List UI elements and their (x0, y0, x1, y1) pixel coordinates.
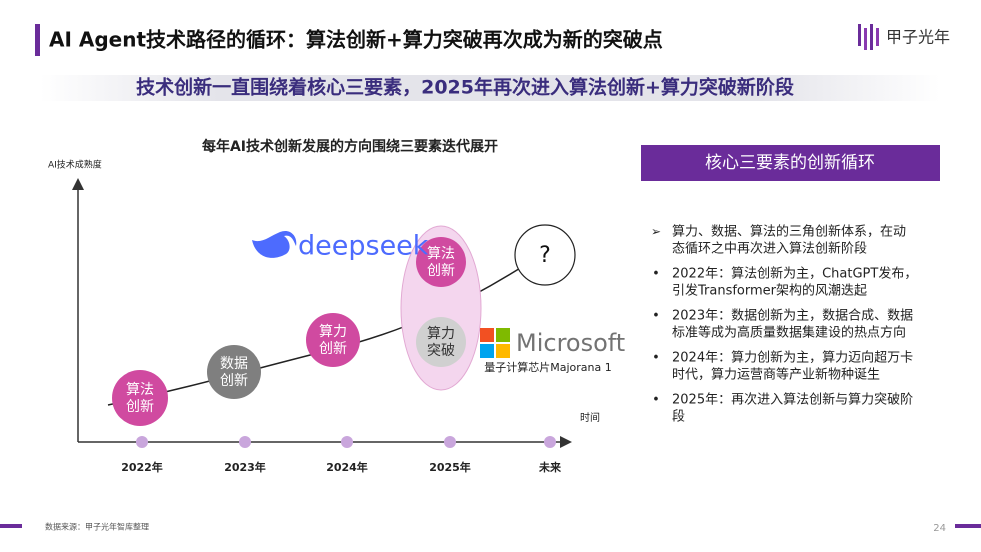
year-label: 2025年 (429, 460, 471, 474)
node-label: 创新 (427, 263, 455, 279)
bullet-text: 2025年：再次进入算法创新与算力突破阶 (672, 392, 913, 408)
bullet-marker: • (652, 267, 660, 282)
subtitle: 技术创新一直围绕着核心三要素，2025年再次进入算法创新+算力突破新阶段 (136, 76, 795, 99)
node-circle (112, 370, 168, 426)
node-label: 算法 (427, 246, 455, 262)
node-circle (416, 317, 466, 367)
y-axis-label: AI技术成熟度 (48, 159, 102, 171)
question-mark: ? (539, 243, 551, 268)
footer-bar (955, 524, 981, 528)
year-label: 2024年 (326, 460, 368, 474)
node-label: 数据 (220, 356, 248, 372)
diagram-title: 每年AI技术创新发展的方向围绕三要素迭代展开 (202, 138, 498, 155)
node-label: 算力 (319, 324, 347, 340)
logo-text: 甲子光年 (886, 28, 950, 47)
bullet-marker: • (652, 309, 660, 324)
title-bar (35, 24, 40, 56)
year-dot (239, 436, 251, 448)
bullet-text: 段 (672, 410, 685, 425)
year-dot (544, 436, 556, 448)
bullet-text: 态循环之中再次进入算法创新阶段 (672, 241, 867, 257)
microsoft-logo: Microsoft (480, 328, 625, 358)
year-dot (341, 436, 353, 448)
source: 数据来源：甲子光年智库整理 (45, 522, 149, 532)
deepseek-logo: deepseek (252, 231, 429, 262)
slide-title: AI Agent技术路径的循环：算法创新+算力突破再次成为新的突破点 (49, 28, 663, 52)
panel-title: 核心三要素的创新循环 (705, 153, 875, 173)
bullet-text: 时代，算力运营商等产业新物种诞生 (672, 367, 880, 383)
year-dot (444, 436, 456, 448)
bullet-text: 标准等成为高质量数据集建设的热点方向 (672, 325, 906, 341)
bullet-marker: • (652, 393, 660, 408)
node-label: 算力 (427, 326, 455, 342)
year-label: 2023年 (224, 460, 266, 474)
footer-bar (0, 524, 22, 528)
x-axis-label: 时间 (580, 411, 600, 424)
bullet-text: 引发Transformer架构的风潮迭起 (672, 283, 867, 299)
node-label: 创新 (319, 341, 347, 357)
year-label: 2022年 (121, 460, 163, 474)
node-label: 算法 (126, 382, 154, 398)
microsoft-text: Microsoft (516, 329, 625, 357)
microsoft-caption: 量子计算芯片Majorana 1 (484, 360, 612, 374)
subtitle-band (40, 75, 940, 101)
question-circle (514, 224, 576, 286)
deepseek-text: deepseek (298, 231, 429, 262)
year-label: 未来 (538, 460, 562, 474)
bullet-text: 2022年：算法创新为主，ChatGPT发布， (672, 266, 917, 282)
bullet-text: 算力、数据、算法的三角创新体系，在动 (672, 224, 906, 240)
bullet-marker: ➢ (651, 225, 661, 239)
year-dot (136, 436, 148, 448)
node-label: 创新 (220, 373, 248, 389)
logo: 甲子光年 (858, 24, 950, 50)
panel-header (641, 145, 940, 181)
node-label: 创新 (126, 399, 154, 415)
bullet-text: 2023年：数据创新为主，数据合成、数据 (672, 308, 913, 324)
node-circle (207, 345, 261, 399)
node-circle (306, 313, 360, 367)
node-label: 突破 (427, 343, 455, 359)
bullet-marker: • (652, 351, 660, 366)
bullet-text: 2024年：算力创新为主，算力迈向超万卡 (672, 350, 913, 366)
node-circle (416, 237, 466, 287)
page-number: 24 (933, 523, 946, 534)
